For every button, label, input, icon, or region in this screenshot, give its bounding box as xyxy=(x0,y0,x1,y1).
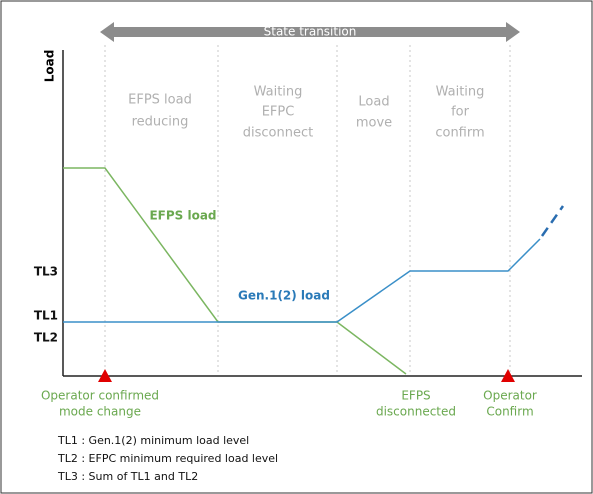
event-label: disconnected xyxy=(376,405,456,419)
phase-label: reducing xyxy=(132,115,189,130)
level-label: TL3 xyxy=(34,265,58,279)
gen-load-line xyxy=(63,238,541,323)
phase-label: confirm xyxy=(435,126,484,141)
event-label: Operator xyxy=(483,389,537,403)
phase-label: Load xyxy=(358,95,389,110)
note: TL3 : Sum of TL1 and TL2 xyxy=(57,470,198,483)
efps-load-label: EFPS load xyxy=(149,209,216,223)
phase-label: for xyxy=(451,105,470,120)
phase-label: move xyxy=(356,116,392,131)
phase-label: Waiting xyxy=(436,85,485,100)
phase-label: EFPC xyxy=(262,105,295,120)
note: TL2 : EFPC minimum required load level xyxy=(57,452,278,465)
level-label: TL2 xyxy=(34,331,58,345)
transition-label: State transition xyxy=(264,25,357,39)
event-marker xyxy=(501,369,515,382)
event-marker xyxy=(98,369,112,382)
level-label: TL1 xyxy=(34,309,58,323)
note: TL1 : Gen.1(2) minimum load level xyxy=(57,434,249,447)
gen-load-label: Gen.1(2) load xyxy=(238,289,330,303)
gen-load-projection xyxy=(540,205,565,237)
event-label: Confirm xyxy=(486,405,533,419)
transition-arrow xyxy=(100,22,520,42)
phase-label: disconnect xyxy=(243,126,313,141)
event-label: Operator confirmed xyxy=(41,389,159,403)
y-axis-label: Load xyxy=(43,50,57,83)
event-label: EFPS xyxy=(401,389,430,403)
phase-dividers xyxy=(104,45,511,375)
event-label: mode change xyxy=(59,405,141,419)
phase-label: EFPS load xyxy=(128,93,192,108)
phase-label: Waiting xyxy=(254,85,303,100)
